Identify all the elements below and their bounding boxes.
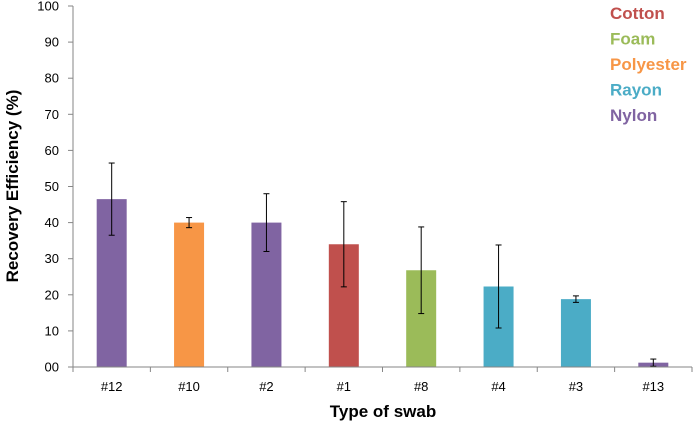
y-axis-title: Recovery Efficiency (%): [3, 90, 22, 283]
y-tick-label: 70: [45, 107, 59, 122]
x-axis-ticks: #12 #10 #2 #1 #8 #4 #3 #13: [72, 367, 693, 394]
y-axis-ticks: 00 10 20 30 40 50 60 70 80 90 100: [37, 0, 73, 375]
x-axis-title: Type of swab: [330, 402, 436, 421]
x-tick-label: #12: [101, 379, 123, 394]
bar: [174, 222, 205, 367]
y-tick-label: 80: [45, 71, 59, 86]
x-tick-label: #3: [569, 379, 583, 394]
y-tick-label: 60: [45, 143, 59, 158]
x-tick-label: #8: [414, 379, 428, 394]
x-tick-label: #1: [337, 379, 351, 394]
y-tick-label: 40: [45, 215, 59, 230]
legend-entry: Foam: [610, 30, 655, 49]
y-tick-label: 20: [45, 287, 59, 302]
legend-entry: Cotton: [610, 4, 665, 23]
y-tick-label: 90: [45, 35, 59, 50]
legend: Cotton Foam Polyester Rayon Nylon: [610, 4, 687, 125]
y-tick-label: 10: [45, 323, 59, 338]
y-tick-label: 00: [45, 360, 59, 375]
legend-entry: Rayon: [610, 81, 662, 100]
y-tick-label: 30: [45, 251, 59, 266]
y-tick-label: 100: [37, 0, 59, 14]
x-tick-label: #2: [259, 379, 273, 394]
legend-entry: Nylon: [610, 106, 657, 125]
x-tick-label: #10: [178, 379, 200, 394]
x-tick-label: #4: [491, 379, 505, 394]
bar: [560, 299, 591, 367]
y-tick-label: 50: [45, 179, 59, 194]
bars: [96, 162, 669, 367]
legend-entry: Polyester: [610, 55, 687, 74]
x-tick-label: #13: [642, 379, 664, 394]
